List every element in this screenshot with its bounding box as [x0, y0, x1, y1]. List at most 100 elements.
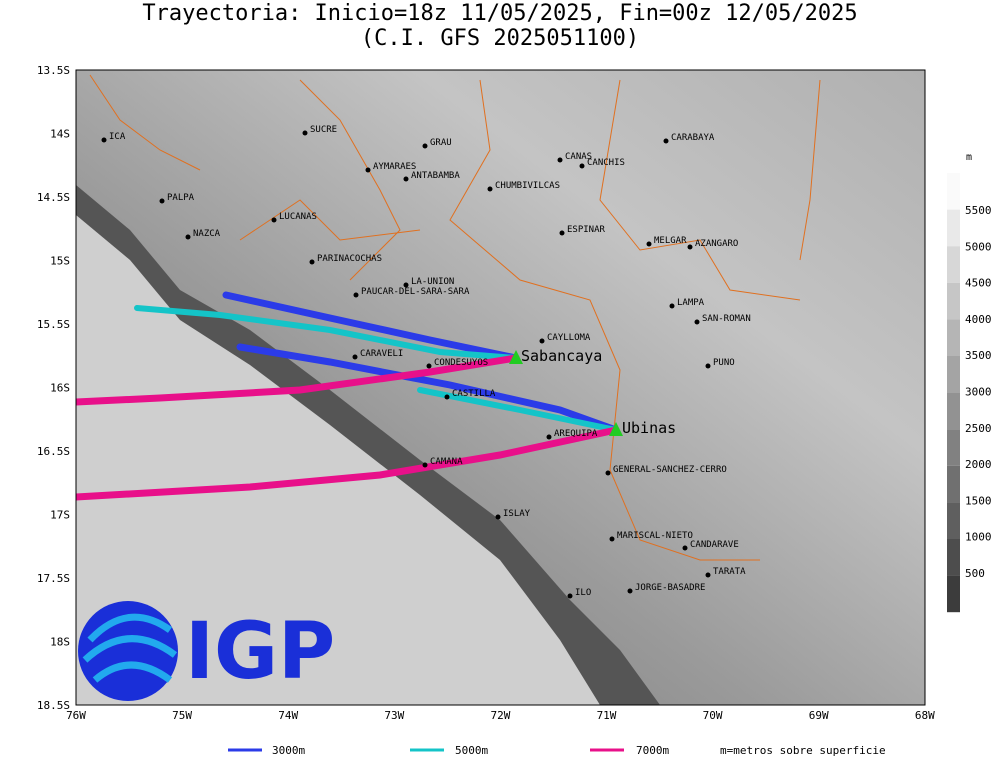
place-dot	[271, 217, 277, 223]
place-label: GRAU	[430, 138, 452, 148]
volcano-label: Ubinas	[622, 419, 676, 437]
subtitle: (C.I. GFS 2025051100)	[361, 26, 639, 51]
x-axis-label: 69W	[809, 709, 829, 722]
map-frame	[75, 69, 926, 706]
place-dot	[495, 514, 501, 520]
y-axis-label: 18.5S	[37, 699, 70, 712]
colorbar-cell	[947, 246, 960, 283]
place-label: CANDARAVE	[690, 540, 739, 550]
logo-text: IGP	[185, 607, 335, 697]
place-dot	[546, 434, 552, 440]
place-label: ANTABAMBA	[411, 171, 460, 181]
place-dot	[422, 462, 428, 468]
x-axis-label: 72W	[490, 709, 510, 722]
place-dot	[101, 137, 107, 143]
place-dot	[403, 282, 409, 288]
y-axis-label: 17S	[50, 509, 70, 522]
place-label: SUCRE	[310, 125, 337, 135]
place-label: MARISCAL-NIETO	[617, 531, 693, 541]
place-dot	[705, 363, 711, 369]
legend-label: 5000m	[455, 744, 488, 757]
colorbar-cell	[947, 356, 960, 393]
place-label: AREQUIPA	[554, 429, 598, 439]
title: Trayectoria: Inicio=18z 11/05/2025, Fin=…	[142, 1, 857, 26]
legend-label: 3000m	[272, 744, 305, 757]
trajectory-5000	[134, 305, 519, 361]
place-dot	[663, 138, 669, 144]
colorbar-cell	[947, 319, 960, 356]
y-axis-label: 16.5S	[37, 445, 70, 458]
place-label: SAN-ROMAN	[702, 314, 751, 324]
colorbar-label: 4000	[965, 313, 992, 326]
y-axis-label: 16S	[50, 382, 70, 395]
place-label: ILO	[575, 588, 591, 598]
place-dot	[302, 130, 308, 136]
place-label: PAUCAR-DEL-SARA-SARA	[361, 287, 470, 297]
x-axis-label: 71W	[597, 709, 617, 722]
colorbar-cell	[947, 429, 960, 466]
colorbar-label: 2000	[965, 458, 992, 471]
place-label: LA-UNION	[411, 277, 454, 287]
place-dot	[694, 319, 700, 325]
colorbar-label: 2500	[965, 422, 992, 435]
place-dot	[403, 176, 409, 182]
trajectory-7000	[76, 354, 520, 406]
place-label: GENERAL-SANCHEZ-CERRO	[613, 465, 727, 475]
place-dot	[682, 545, 688, 551]
place-label: CAYLLOMA	[547, 333, 591, 343]
place-label: LAMPA	[677, 298, 705, 308]
colorbar-label: 500	[965, 567, 985, 580]
place-label: ESPINAR	[567, 225, 606, 235]
trajectory-3000	[236, 343, 620, 434]
trajectory-5000	[417, 387, 619, 433]
colorbar-label: 4500	[965, 277, 992, 290]
volcano-marker	[509, 350, 523, 364]
legend: m=metros sobre superficie	[228, 744, 886, 757]
place-label: MELGAR	[654, 236, 687, 246]
y-axis-label: 17.5S	[37, 572, 70, 585]
x-axis-label: 76W	[66, 709, 86, 722]
place-label: CAMANA	[430, 457, 463, 467]
x-axis-label: 73W	[384, 709, 404, 722]
place-dot	[687, 244, 693, 250]
place-label: AYMARAES	[373, 162, 416, 172]
colorbar-label: 5000	[965, 240, 992, 253]
place-dot	[605, 470, 611, 476]
place-label: CHUMBIVILCAS	[495, 181, 560, 191]
colorbar-cell	[947, 502, 960, 539]
place-label: PALPA	[167, 193, 195, 203]
place-label: LUCANAS	[279, 212, 317, 222]
place-dot	[669, 303, 675, 309]
place-dot	[185, 234, 191, 240]
colorbar-cell	[947, 209, 960, 247]
place-dot	[646, 241, 652, 247]
place-dot	[422, 143, 428, 149]
place-dot	[426, 363, 432, 369]
trajectory-7000	[76, 426, 620, 501]
x-axis-label: 74W	[278, 709, 298, 722]
place-label: CANCHIS	[587, 158, 625, 168]
colorbar-label: 3000	[965, 386, 992, 399]
place-dot	[567, 593, 573, 599]
trajectory-3000	[222, 291, 520, 362]
logo: IGP	[78, 601, 335, 701]
place-label: ICA	[109, 132, 126, 142]
legend-label: 7000m	[636, 744, 669, 757]
y-axis-label: 14S	[50, 128, 70, 141]
place-label: CONDESUYOS	[434, 358, 488, 368]
place-dot	[487, 186, 493, 192]
colorbar-label: 5500	[965, 204, 992, 217]
place-dot	[159, 198, 165, 204]
y-axis-label: 14.5S	[37, 191, 70, 204]
colorbar-unit: m	[966, 152, 972, 163]
x-axis-label: 70W	[703, 709, 723, 722]
place-dot	[609, 536, 615, 542]
y-axis-label: 15.5S	[37, 318, 70, 331]
x-axis-label: 68W	[915, 709, 935, 722]
map-area	[76, 70, 925, 705]
colorbar-cell	[947, 282, 960, 320]
place-dot	[705, 572, 711, 578]
place-label: CARAVELI	[360, 349, 403, 359]
y-axis-label: 13.5S	[37, 64, 70, 77]
